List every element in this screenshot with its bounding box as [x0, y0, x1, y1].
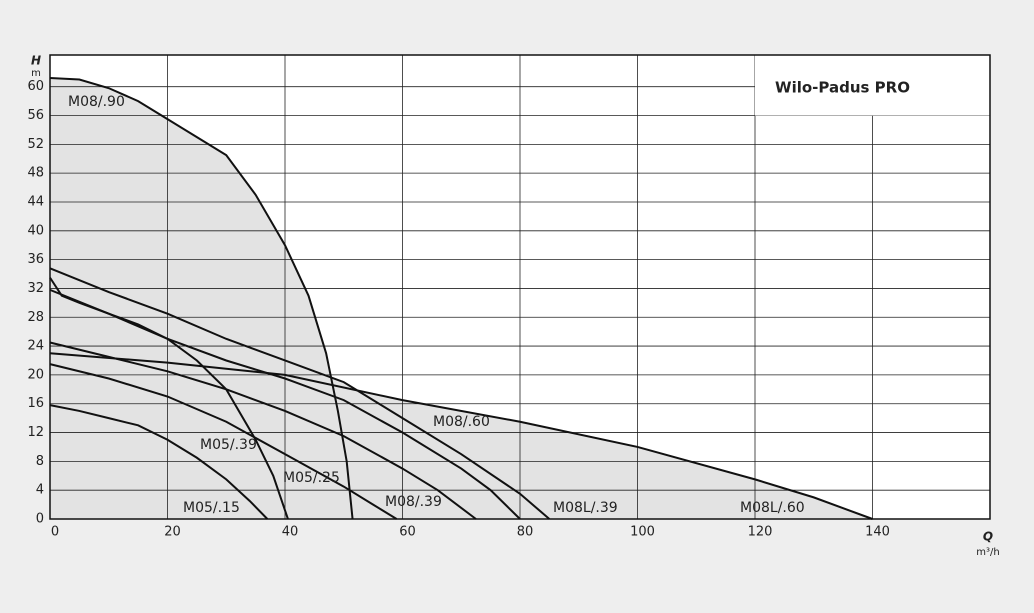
plot-border — [49, 54, 991, 520]
pump-curve — [49, 341, 477, 520]
curve-label: M05/.25 — [283, 470, 340, 486]
x-tick-label: 100 — [630, 525, 655, 540]
title-box — [755, 55, 990, 116]
x-tick-label: 140 — [865, 525, 890, 540]
x-tick-label: 0 — [51, 525, 59, 540]
chart-title: Wilo-Padus PRO — [775, 79, 910, 97]
x-axis-unit: m³/h — [976, 547, 999, 558]
pump-curve — [49, 352, 873, 520]
x-tick-label: 20 — [164, 525, 181, 540]
y-axis-label: H — [31, 54, 41, 68]
pump-curve — [49, 363, 398, 520]
x-tick-label: 40 — [282, 525, 299, 540]
curve-label: M08L/.39 — [553, 500, 618, 516]
pump-curve — [49, 77, 354, 520]
x-tick-label: 120 — [748, 525, 773, 540]
y-tick-label: 32 — [27, 281, 44, 296]
y-tick-label: 52 — [27, 137, 44, 152]
x-axis-label: Q — [983, 530, 993, 544]
y-tick-label: 60 — [27, 79, 44, 94]
curve-label: M05/.39 — [200, 437, 257, 453]
y-axis-unit: m — [31, 68, 41, 79]
y-tick-label: 24 — [27, 339, 44, 354]
pump-curve — [49, 404, 269, 520]
pump-curve — [49, 288, 521, 520]
y-tick-label: 44 — [27, 194, 44, 209]
curve-label: M08/.60 — [433, 414, 490, 430]
y-tick-label: 8 — [36, 454, 44, 469]
y-tick-label: 48 — [27, 166, 44, 181]
x-tick-label: 60 — [399, 525, 416, 540]
curve-label: M05/.15 — [183, 500, 240, 516]
y-tick-label: 36 — [27, 252, 44, 267]
y-tick-label: 16 — [27, 396, 44, 411]
curve-label: M08L/.60 — [740, 500, 805, 516]
y-tick-label: 28 — [27, 310, 44, 325]
operating-area — [50, 353, 873, 519]
pump-curve — [49, 267, 551, 520]
y-tick-label: 12 — [27, 425, 44, 440]
y-tick-label: 56 — [27, 108, 44, 123]
x-tick-label: 80 — [517, 525, 534, 540]
y-tick-label: 20 — [27, 367, 44, 382]
y-tick-label: 40 — [27, 223, 44, 238]
plot-area: Wilo-Padus PRO M08/.90 M05/.39 M05/.15 M05/.… — [49, 54, 991, 520]
curve-label: M08/.90 — [68, 94, 125, 110]
y-tick-label: 4 — [36, 483, 44, 498]
y-tick-label: 0 — [36, 512, 44, 527]
curve-label: M08/.39 — [385, 494, 442, 510]
